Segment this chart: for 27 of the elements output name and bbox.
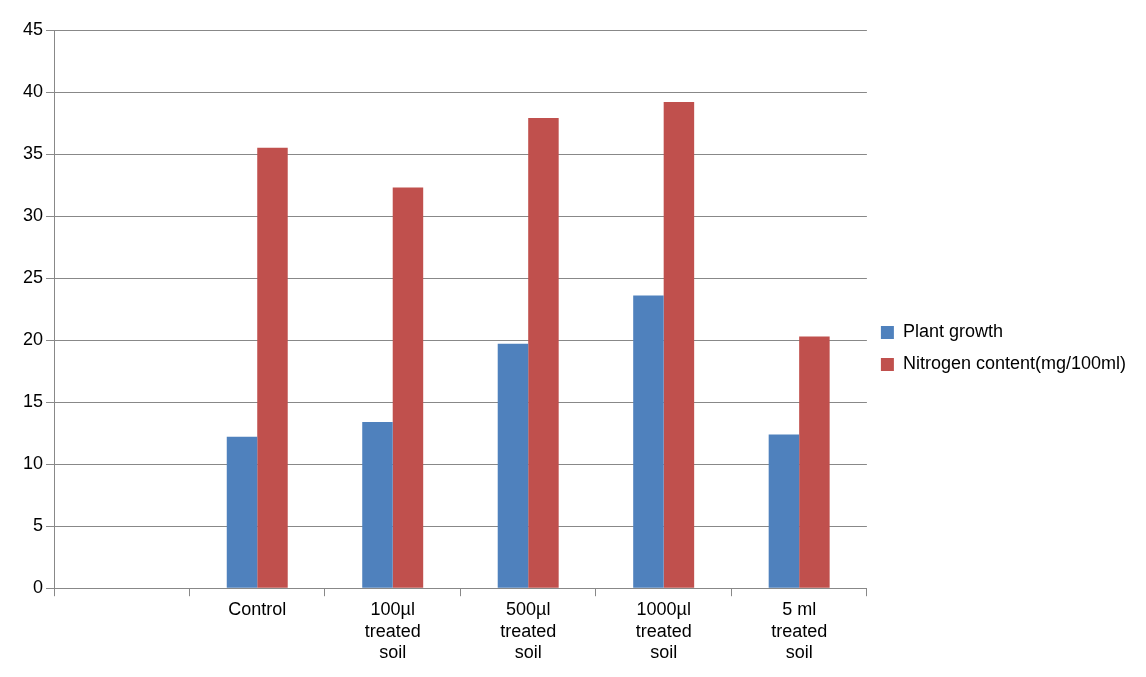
legend-label: Nitrogen content(mg/100ml) (902, 353, 1127, 374)
bar (392, 187, 424, 588)
bar (257, 147, 288, 588)
x-tick-label: 5 ml treated soil (771, 598, 828, 663)
y-tick-label: 10 (22, 453, 44, 474)
y-tick-label: 35 (22, 143, 44, 164)
y-tick-label: 45 (22, 18, 44, 39)
y-tick-label: 20 (22, 329, 44, 350)
bar (633, 295, 664, 588)
bar (799, 336, 830, 588)
bar (768, 434, 800, 588)
bar (226, 436, 258, 588)
x-tick-label: 500µl treated soil (500, 598, 557, 663)
bar (362, 421, 393, 588)
x-tick-label: Control (228, 598, 287, 619)
bar (497, 343, 529, 588)
bar (528, 118, 559, 588)
x-tick-label: 100µl treated soil (364, 598, 421, 663)
legend-label: Plant growth (902, 321, 1003, 342)
y-tick-label: 0 (33, 577, 44, 598)
y-tick-label: 25 (22, 267, 44, 288)
y-tick-label: 5 (33, 515, 44, 536)
x-tick-label: 1000µl treated soil (635, 598, 692, 663)
y-tick-label: 30 (22, 205, 44, 226)
y-tick-label: 40 (22, 80, 44, 101)
y-tick-label: 15 (22, 391, 44, 412)
bar (663, 101, 695, 588)
